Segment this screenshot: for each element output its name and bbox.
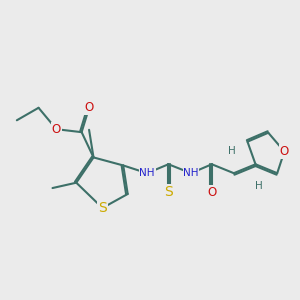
Text: O: O [280,145,289,158]
Text: O: O [84,101,94,114]
Text: O: O [207,186,216,199]
Text: NH: NH [139,168,155,178]
Text: H: H [255,181,262,191]
Text: O: O [52,123,61,136]
Text: S: S [98,201,107,215]
Text: H: H [228,146,236,157]
Text: S: S [164,185,173,199]
Text: NH: NH [183,168,199,178]
